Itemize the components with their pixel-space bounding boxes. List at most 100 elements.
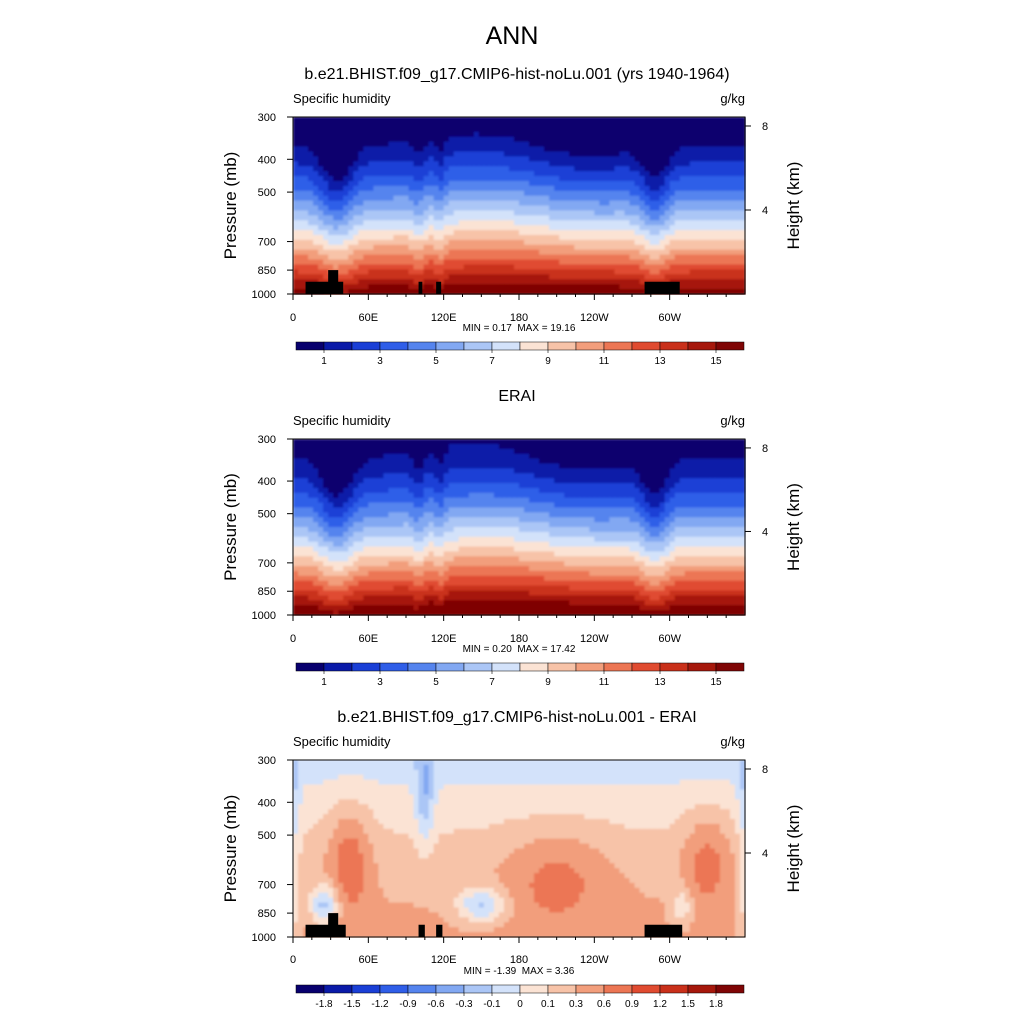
field-cell	[524, 517, 530, 523]
field-cell	[498, 210, 505, 216]
field-cell	[398, 239, 405, 246]
field-cell	[719, 289, 726, 295]
field-cell	[343, 492, 349, 499]
field-cell	[318, 205, 324, 212]
field-cell	[443, 517, 450, 523]
field-cell	[343, 180, 349, 187]
field-cell	[473, 487, 480, 494]
field-cell	[689, 254, 696, 261]
field-cell	[729, 126, 736, 133]
field-cell	[503, 131, 510, 138]
field-cell	[403, 507, 410, 513]
field-cell	[373, 507, 379, 513]
field-cell	[438, 527, 445, 533]
field-cell	[423, 131, 430, 138]
field-cell	[333, 492, 339, 499]
field-cell	[714, 289, 721, 295]
field-cell	[443, 483, 450, 489]
field-cell	[534, 239, 540, 246]
field-cell	[378, 264, 384, 271]
field-cell	[734, 522, 741, 528]
field-cell	[609, 161, 616, 167]
field-cell	[549, 279, 555, 285]
field-cell	[709, 239, 716, 246]
field-cell	[378, 453, 384, 460]
field-cell	[739, 176, 746, 182]
field-cell	[634, 171, 641, 177]
field-cell	[529, 522, 535, 528]
field-cell	[534, 220, 540, 226]
field-cell	[423, 448, 430, 455]
field-cell	[739, 195, 746, 202]
field-cell	[463, 200, 470, 207]
field-cell	[539, 121, 545, 128]
field-cell	[363, 443, 369, 450]
field-cell	[363, 448, 369, 455]
field-cell	[313, 136, 319, 143]
field-cell	[674, 239, 681, 246]
field-cell	[363, 195, 369, 202]
field-cell	[398, 131, 405, 138]
field-cell	[704, 259, 711, 266]
field-cell	[559, 131, 565, 138]
field-cell	[584, 146, 590, 153]
field-cell	[458, 453, 465, 460]
field-cell	[473, 126, 480, 133]
field-cell	[719, 126, 726, 133]
field-cell	[534, 190, 540, 197]
field-cell	[609, 244, 616, 251]
field-cell	[729, 230, 736, 236]
field-cell	[508, 235, 515, 241]
field-cell	[298, 210, 304, 216]
field-cell	[363, 215, 369, 221]
field-cell	[689, 151, 696, 157]
field-cell	[624, 136, 631, 143]
field-cell	[353, 117, 359, 123]
field-cell	[333, 220, 339, 226]
field-cell	[483, 458, 490, 465]
field-cell	[599, 215, 605, 221]
field-cell	[378, 492, 384, 499]
field-cell	[428, 443, 435, 450]
field-cell	[483, 244, 490, 251]
field-cell	[463, 463, 470, 469]
field-cell	[443, 156, 450, 162]
field-cell	[574, 166, 580, 172]
field-cell	[534, 121, 540, 128]
field-cell	[508, 264, 515, 271]
field-cell	[513, 171, 520, 177]
field-cell	[383, 190, 390, 197]
field-cell	[363, 244, 369, 251]
field-cell	[463, 205, 470, 212]
field-cell	[554, 141, 560, 148]
field-cell	[684, 121, 691, 128]
field-cell	[338, 259, 344, 266]
field-cell	[483, 121, 490, 128]
field-cell	[298, 458, 304, 465]
field-cell	[513, 210, 520, 216]
field-cell	[574, 492, 580, 499]
field-cell	[428, 185, 435, 192]
field-cell	[503, 244, 510, 251]
field-cell	[418, 463, 425, 469]
field-cell	[719, 136, 726, 143]
field-cell	[599, 126, 605, 133]
field-cell	[694, 210, 701, 216]
field-cell	[303, 478, 309, 484]
field-cell	[689, 176, 696, 182]
field-cell	[383, 289, 390, 295]
field-cell	[448, 483, 455, 489]
field-cell	[584, 205, 590, 212]
field-cell	[604, 274, 610, 280]
field-cell	[393, 126, 400, 133]
field-cell	[599, 151, 605, 157]
field-cell	[579, 171, 585, 177]
field-cell	[453, 239, 460, 246]
field-cell	[684, 235, 691, 241]
field-cell	[458, 156, 465, 162]
field-cell	[694, 512, 701, 518]
field-cell	[498, 151, 505, 157]
field-cell	[734, 220, 741, 226]
field-cell	[473, 230, 480, 236]
field-cell	[549, 205, 555, 212]
